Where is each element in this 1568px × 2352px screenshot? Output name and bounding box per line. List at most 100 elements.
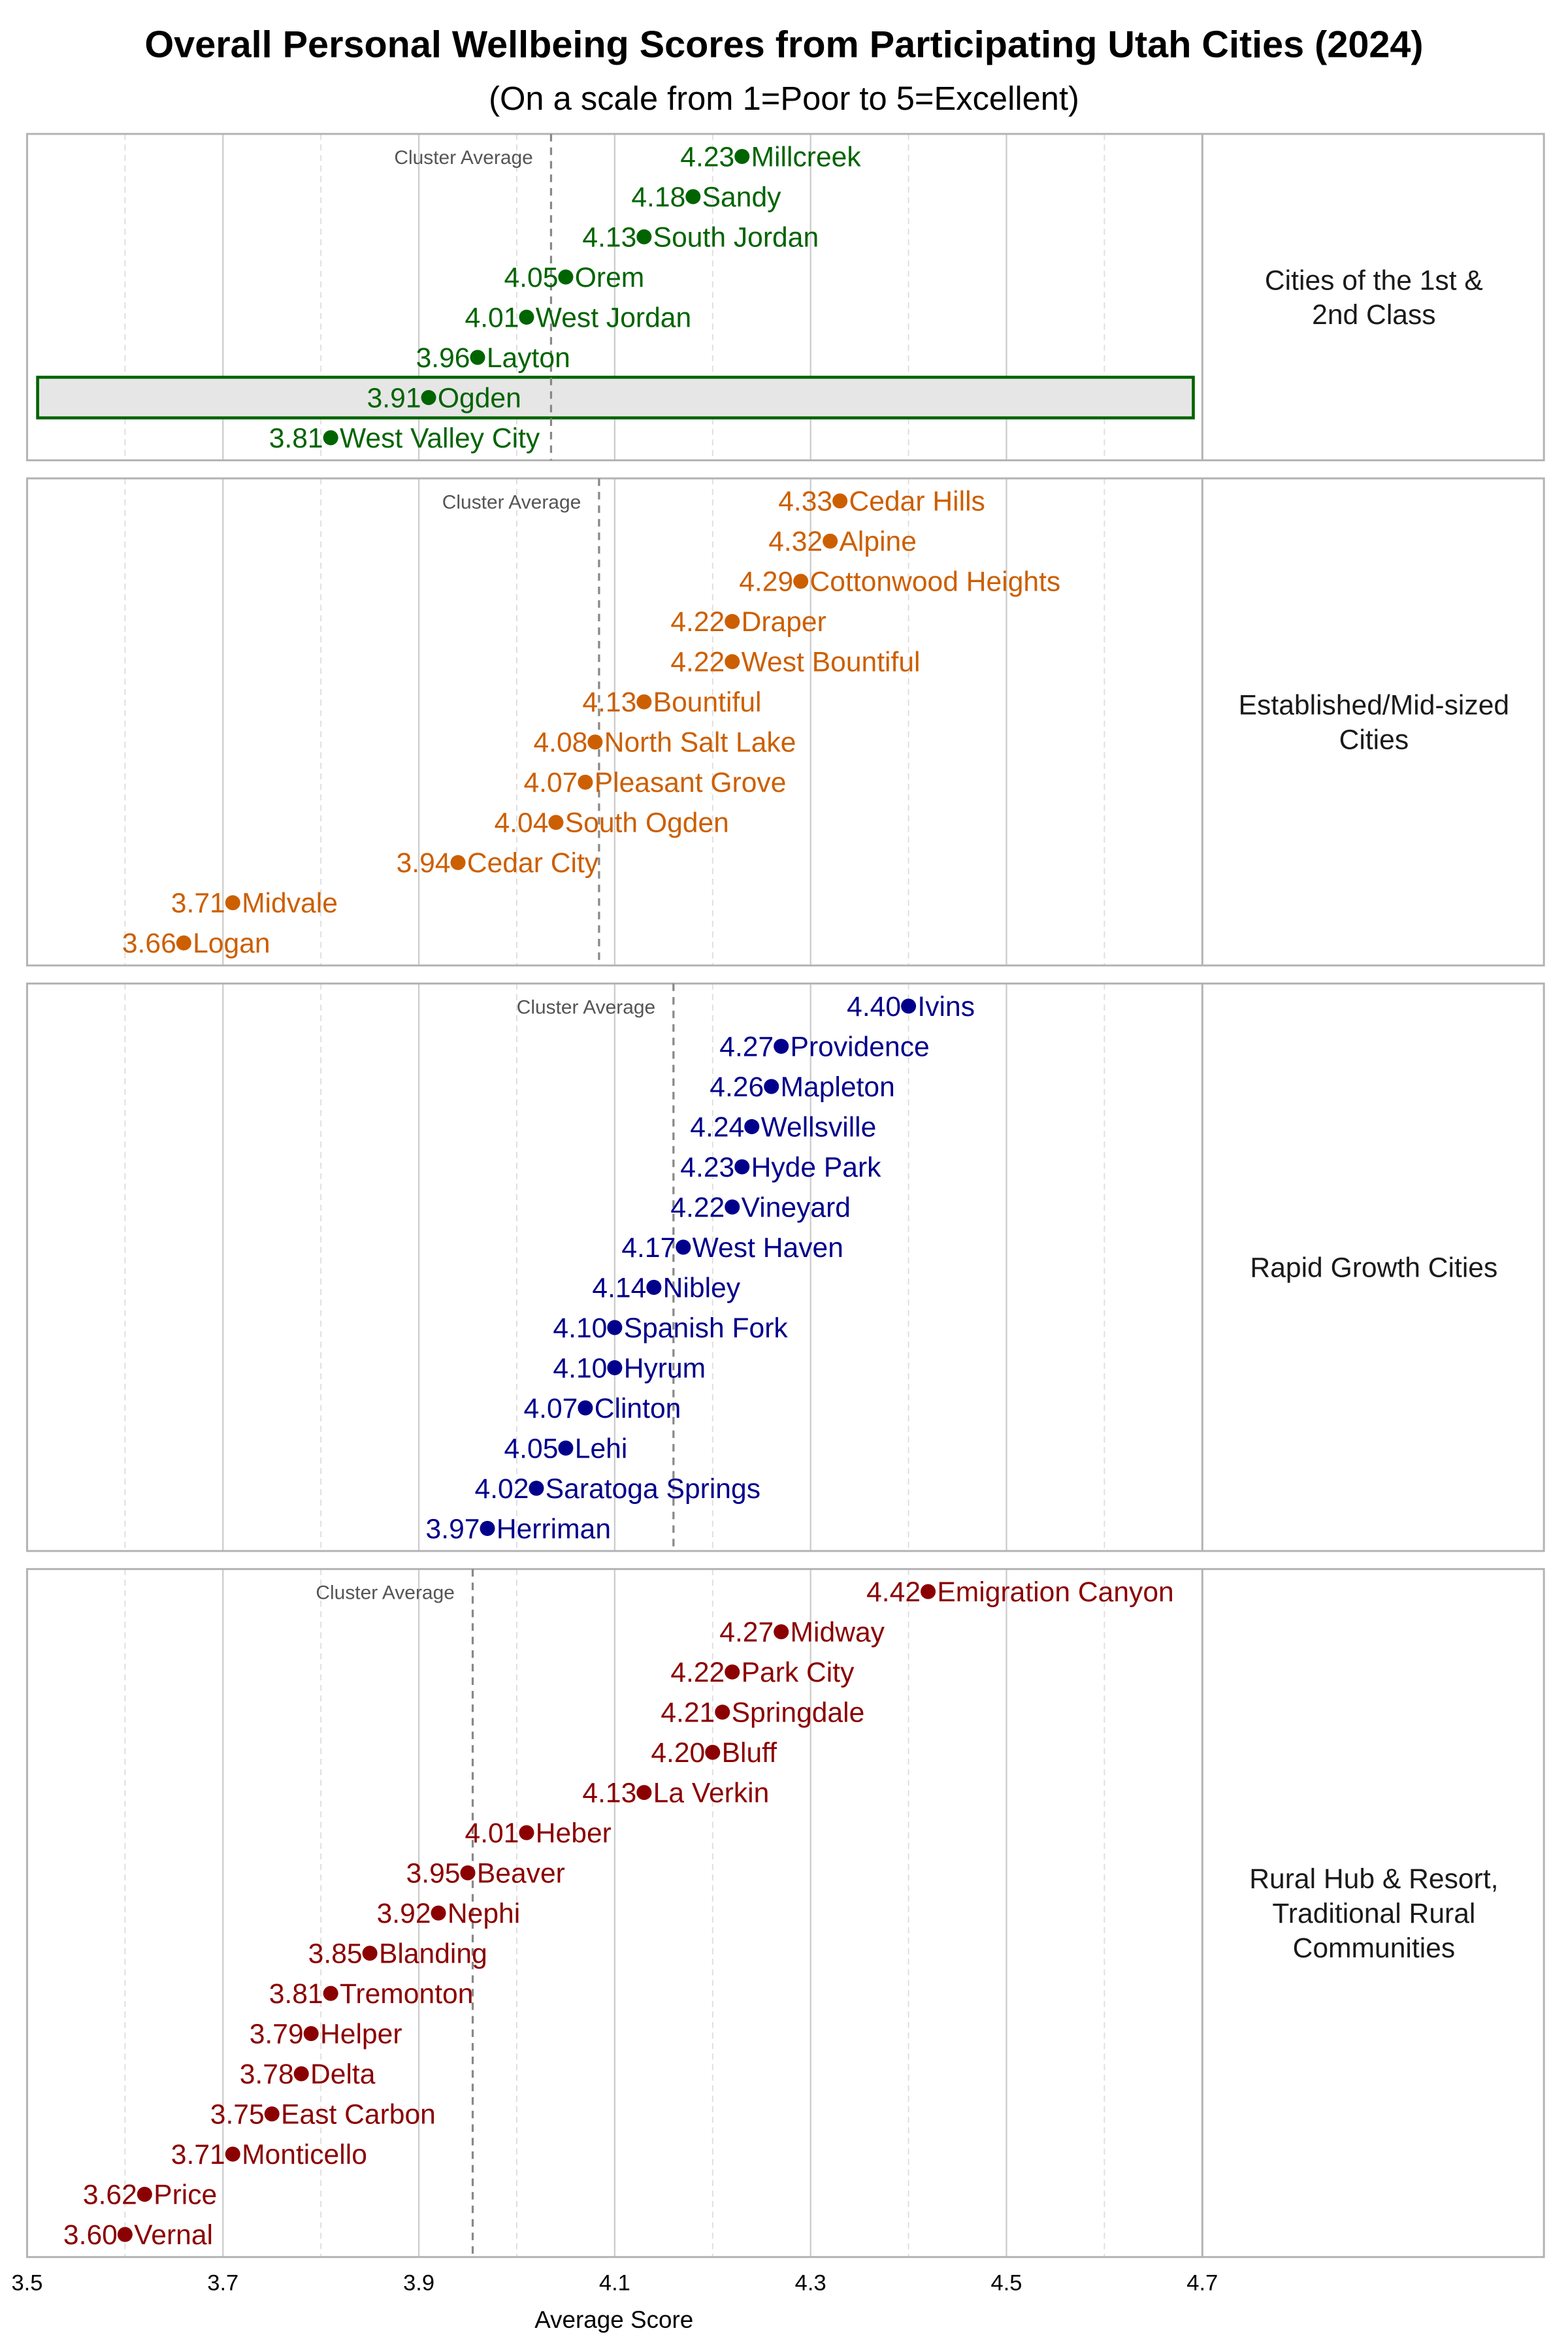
data-point bbox=[685, 189, 701, 204]
data-point bbox=[921, 1584, 936, 1599]
value-label: 4.04 bbox=[494, 808, 548, 839]
value-label: 3.81 bbox=[269, 1978, 323, 2010]
city-label: Clinton bbox=[595, 1393, 681, 1424]
x-tick-label: 4.3 bbox=[795, 2270, 826, 2295]
panel-category-label: 2nd Class bbox=[1312, 299, 1435, 331]
value-label: 4.01 bbox=[465, 302, 519, 333]
value-label: 3.78 bbox=[240, 2059, 294, 2090]
city-label: Pleasant Grove bbox=[595, 767, 787, 798]
value-label: 3.94 bbox=[397, 847, 451, 879]
x-tick-label: 4.7 bbox=[1186, 2270, 1218, 2295]
city-label: West Jordan bbox=[536, 302, 691, 333]
value-label: 3.71 bbox=[171, 2139, 225, 2170]
city-label: Herriman bbox=[497, 1513, 611, 1544]
city-label: Bountiful bbox=[653, 687, 762, 718]
city-label: Saratoga Springs bbox=[546, 1473, 760, 1505]
x-axis: 3.5 3.7 3.9 4.1 4.3 4.5 4.7 bbox=[11, 2270, 1218, 2295]
data-point bbox=[764, 1079, 779, 1094]
city-label: Nibley bbox=[663, 1272, 741, 1303]
data-point bbox=[225, 895, 240, 911]
city-label: Heber bbox=[536, 1818, 612, 1849]
panel-category-label: Cities bbox=[1339, 724, 1409, 755]
city-label: Vernal bbox=[134, 2219, 213, 2251]
data-point bbox=[548, 815, 564, 830]
city-label: East Carbon bbox=[281, 2099, 436, 2131]
data-point bbox=[607, 1360, 623, 1375]
value-label: 4.07 bbox=[523, 1393, 578, 1424]
panel-category-label: Traditional Rural bbox=[1272, 1898, 1475, 1929]
data-point bbox=[519, 310, 534, 325]
value-label: 4.42 bbox=[866, 1576, 921, 1608]
value-label: 4.22 bbox=[670, 647, 725, 678]
value-label: 4.21 bbox=[661, 1697, 715, 1729]
data-point bbox=[362, 1946, 378, 1961]
panel-1: Cluster Average 4.23 Millcreek 4.18 Sandy 4.1… bbox=[25, 133, 1545, 462]
x-axis-label: Average Score bbox=[534, 2306, 693, 2333]
city-label: Monticello bbox=[242, 2139, 367, 2170]
panel-frame bbox=[25, 1568, 1545, 2259]
data-point bbox=[774, 1624, 789, 1640]
data-point bbox=[734, 149, 750, 165]
value-label: 4.27 bbox=[719, 1031, 774, 1062]
value-label: 4.05 bbox=[504, 1433, 558, 1464]
panel-category-label: Cities of the 1st & bbox=[1265, 265, 1483, 296]
city-label: North Salt Lake bbox=[604, 727, 796, 759]
city-label: Sandy bbox=[702, 182, 782, 213]
value-label: 4.07 bbox=[523, 767, 578, 798]
data-point bbox=[421, 390, 436, 406]
value-label: 4.02 bbox=[475, 1473, 529, 1505]
city-label: Alpine bbox=[839, 526, 916, 557]
value-label: 4.40 bbox=[847, 991, 901, 1022]
value-label: 3.79 bbox=[250, 2019, 304, 2050]
value-label: 3.95 bbox=[406, 1858, 461, 1889]
data-point bbox=[774, 1038, 789, 1054]
data-point bbox=[607, 1320, 623, 1335]
city-label: Nephi bbox=[448, 1898, 520, 1929]
value-label: 4.18 bbox=[631, 182, 685, 213]
data-point bbox=[636, 694, 652, 710]
data-point bbox=[558, 269, 574, 285]
city-label: Price bbox=[154, 2180, 217, 2211]
value-label: 4.14 bbox=[592, 1272, 646, 1303]
city-label: Hyrum bbox=[624, 1352, 706, 1384]
cluster-average-label: Cluster Average bbox=[517, 996, 655, 1018]
panel-frame bbox=[25, 477, 1545, 967]
value-label: 4.24 bbox=[690, 1111, 744, 1143]
value-label: 3.66 bbox=[122, 928, 176, 959]
city-label: West Valley City bbox=[340, 423, 540, 454]
data-point bbox=[225, 2146, 240, 2162]
panel-category-label: Communities bbox=[1293, 1933, 1456, 1964]
value-label: 4.10 bbox=[553, 1313, 607, 1344]
city-label: Cottonwood Heights bbox=[810, 566, 1061, 598]
data-point bbox=[176, 935, 191, 951]
city-label: Draper bbox=[742, 606, 826, 638]
data-point bbox=[303, 2026, 319, 2042]
value-label: 3.96 bbox=[416, 342, 470, 374]
value-label: 4.17 bbox=[621, 1232, 676, 1264]
value-label: 4.26 bbox=[710, 1071, 764, 1103]
cluster-average-label: Cluster Average bbox=[394, 147, 532, 169]
value-label: 4.13 bbox=[582, 222, 636, 253]
city-label: Park City bbox=[742, 1657, 855, 1688]
value-label: 3.91 bbox=[367, 382, 421, 414]
panel-4: Cluster Average 4.42 Emigration Canyon 4.27… bbox=[25, 1568, 1545, 2259]
cluster-average-label: Cluster Average bbox=[442, 491, 581, 513]
city-label: South Jordan bbox=[653, 222, 819, 253]
panel-category-label: Established/Mid-sized bbox=[1239, 689, 1509, 721]
value-label: 3.60 bbox=[63, 2219, 118, 2251]
panel-frame bbox=[25, 133, 1545, 462]
data-point bbox=[636, 229, 652, 245]
city-label: Ogden bbox=[438, 382, 521, 414]
data-point bbox=[323, 430, 338, 446]
panels: Cluster Average 4.23 Millcreek 4.18 Sandy 4.1… bbox=[25, 133, 1545, 2259]
data-point bbox=[734, 1159, 750, 1175]
data-point bbox=[646, 1279, 662, 1295]
panel-3: Cluster Average 4.40 Ivins 4.27 Providence 4.… bbox=[25, 982, 1545, 1552]
value-label: 4.23 bbox=[680, 1152, 734, 1183]
data-point bbox=[823, 533, 838, 549]
city-label: Orem bbox=[575, 262, 645, 293]
data-point bbox=[470, 350, 485, 365]
x-tick-label: 4.5 bbox=[990, 2270, 1022, 2295]
data-point bbox=[725, 654, 740, 670]
value-label: 3.81 bbox=[269, 423, 323, 454]
